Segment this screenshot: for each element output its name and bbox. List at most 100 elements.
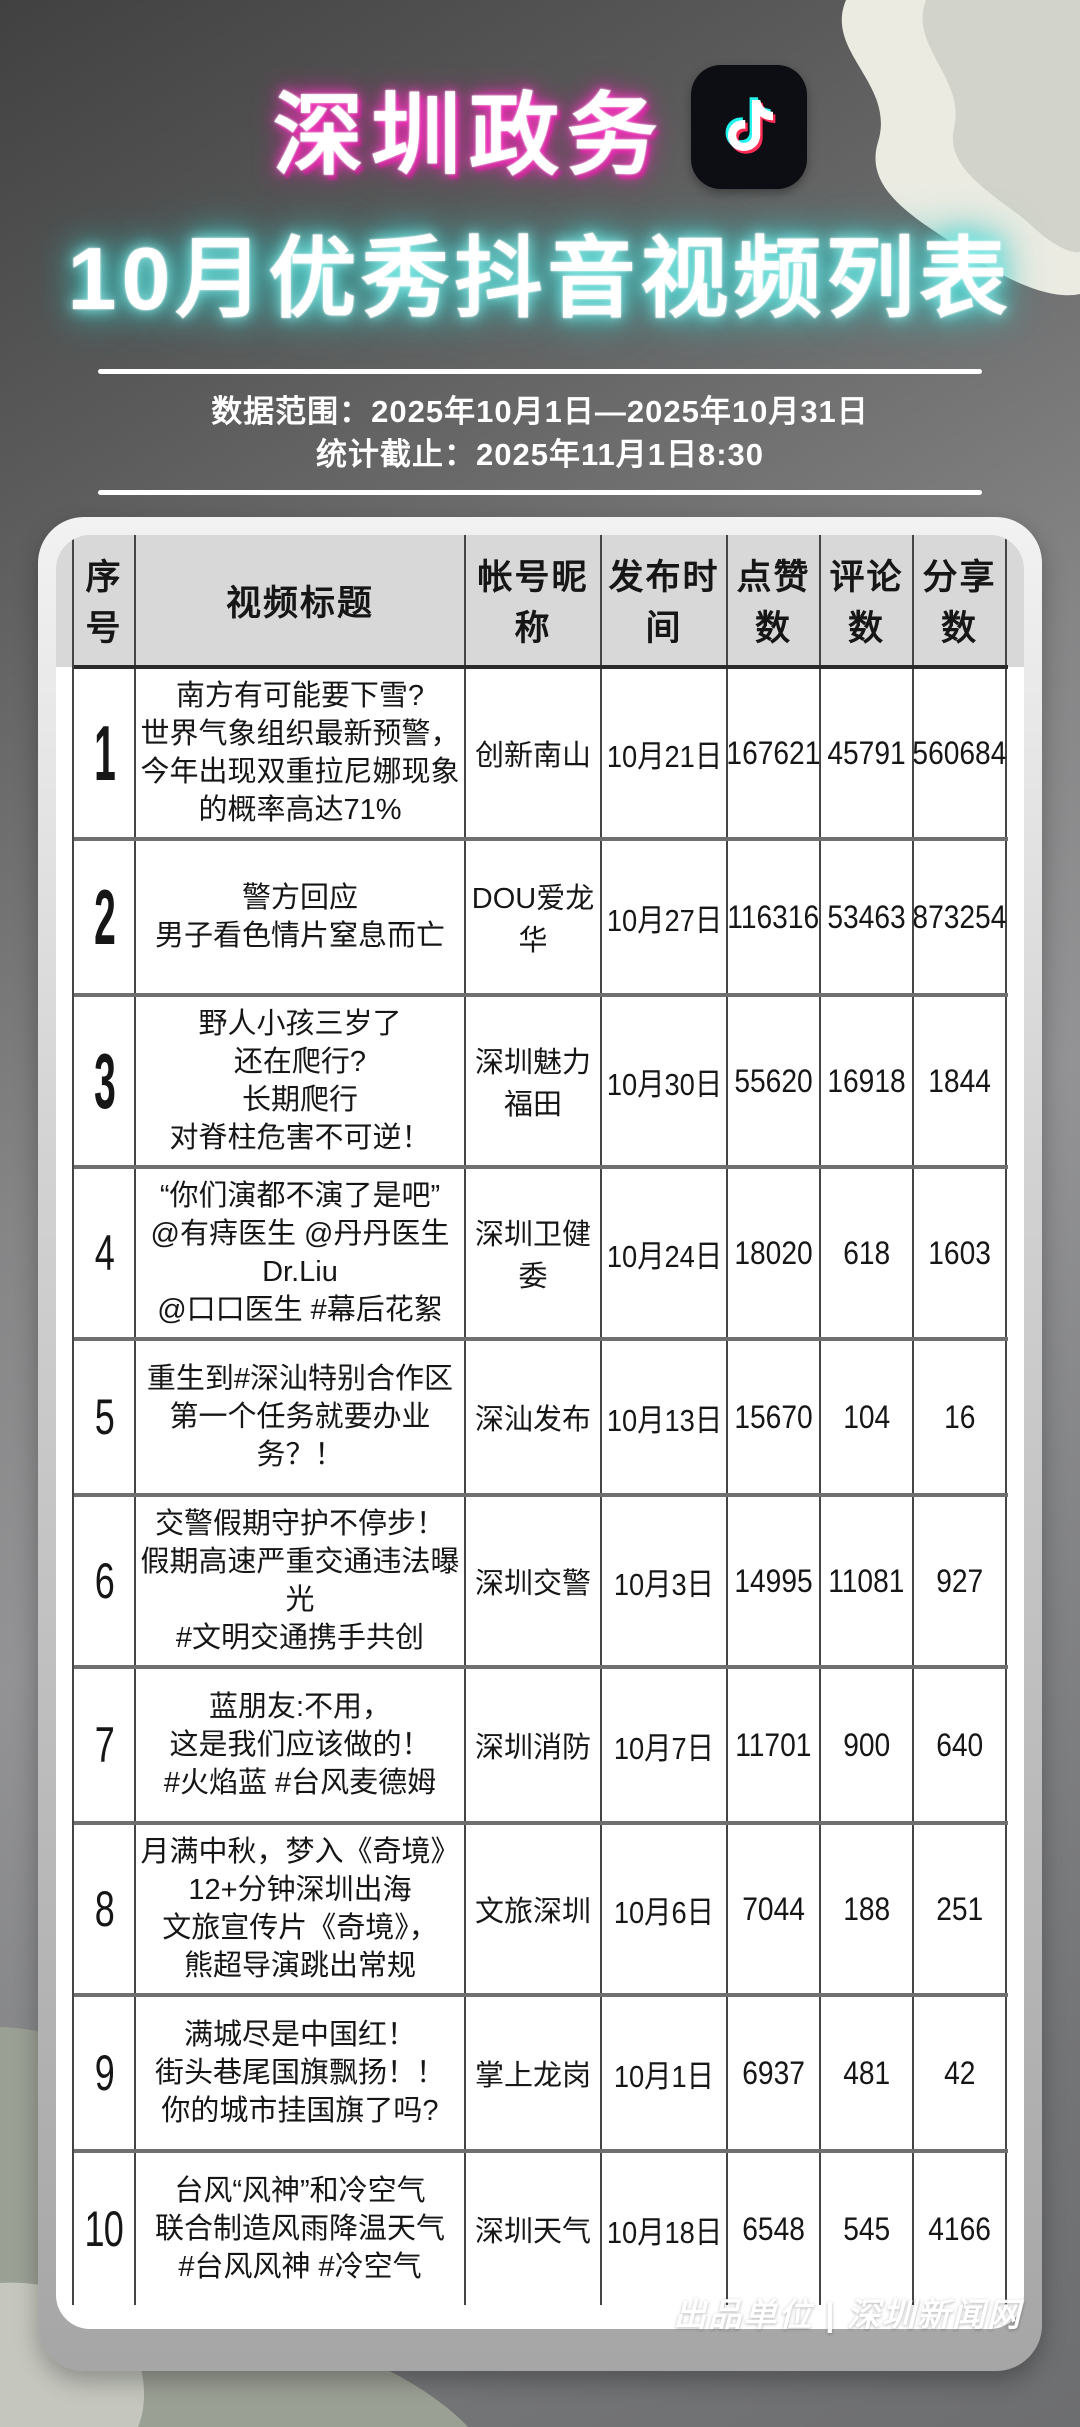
likes-count: 18020 [728,1169,821,1337]
likes-count: 11701 [728,1669,821,1821]
shares-count: 640 [914,1669,1007,1821]
video-title: 台风“风神”和冷空气 联合制造风雨降温天气 #台风风神 #冷空气 [136,2153,466,2305]
shares-count: 4166 [914,2153,1007,2305]
shares-count: 42 [914,1997,1007,2149]
publish-date: 10月3日 [602,1497,728,1665]
shares-count: 1844 [914,997,1007,1165]
publish-date: 10月30日 [602,997,728,1165]
likes-count: 6937 [728,1997,821,2149]
comments-count: 45791 [821,669,914,837]
table-row-4: 4 “你们演都不演了是吧” @有痔医生 @丹丹医生Dr.Liu @口口医生 #幕后花絮… [74,1165,1008,1337]
likes-count: 6548 [728,2153,821,2305]
row-number: 5 [74,1341,136,1493]
comments-count: 11081 [821,1497,914,1665]
table-row-10: 10 台风“风神”和冷空气 联合制造风雨降温天气 #台风风神 #冷空气 深圳天气 10月1… [74,2149,1008,2305]
account-name: 深圳天气 [466,2153,602,2305]
stats-cutoff-text: 统计截止：2025年11月1日8:30 [315,437,765,472]
publish-date: 10月6日 [602,1825,728,1993]
shares-count: 927 [914,1497,1007,1665]
column-header-3: 帐号昵称 [466,535,602,665]
video-title: “你们演都不演了是吧” @有痔医生 @丹丹医生Dr.Liu @口口医生 #幕后花絮 [136,1169,466,1337]
account-name: 深圳交警 [466,1497,602,1665]
account-name: 深圳卫健委 [466,1169,602,1337]
shares-count: 560684 [913,669,1007,837]
comments-count: 618 [821,1169,914,1337]
table-header-row: 序号 视频标题 帐号昵称 发布时间 点赞数 评论数 分享数 [74,535,1008,669]
column-header-7: 分享数 [914,535,1007,665]
video-title: 警方回应 男子看色情片窒息而亡 [136,841,466,993]
column-header-2: 视频标题 [136,535,466,665]
date-range-text: 数据范围：2025年10月1日—2025年10月31日 [211,394,869,429]
row-number: 2 [74,841,136,993]
likes-count: 7044 [728,1825,821,1993]
comments-count: 104 [821,1341,914,1493]
column-header-6: 评论数 [821,535,914,665]
video-title: 蓝朋友:不用， 这是我们应该做的！ #火焰蓝 #台风麦德姆 [136,1669,466,1821]
likes-count: 15670 [728,1341,821,1493]
row-number: 4 [74,1169,136,1337]
shares-count: 16 [914,1341,1007,1493]
douyin-app-badge [691,65,807,189]
table-row-2: 2 警方回应 男子看色情片窒息而亡 DOU爱龙华 10月27日 116316 53463 87… [74,837,1008,993]
table-row-3: 3 野人小孩三岁了 还在爬行? 长期爬行 对脊柱危害不可逆！ 深圳魅力福田 10月30日 55… [74,993,1008,1165]
divider-bottom [98,490,982,495]
row-number: 3 [74,997,136,1165]
table-row-8: 8 月满中秋，梦入《奇境》 12+分钟深圳出海 文旅宣传片《奇境》， 熊超导演跳出常规文… [74,1821,1008,1993]
row-number: 8 [74,1825,136,1993]
account-name: DOU爱龙华 [466,841,602,993]
video-title: 重生到#深汕特别合作区 第一个任务就要办业务？！ [136,1341,466,1493]
column-header-4: 发布时间 [602,535,728,665]
comments-count: 16918 [821,997,914,1165]
column-header-1: 序号 [74,535,136,665]
comments-count: 53463 [821,841,914,993]
poster-title-line1: 深圳政务 [273,86,665,186]
video-title: 满城尽是中国红！ 街头巷尾国旗飘扬！！ 你的城市挂国旗了吗? [136,1997,466,2149]
likes-count: 55620 [728,997,821,1165]
publish-date: 10月1日 [602,1997,728,2149]
row-number: 9 [74,1997,136,2149]
account-name: 创新南山 [466,669,602,837]
table-row-5: 5 重生到#深汕特别合作区 第一个任务就要办业务？！ 深汕发布 10月13日 15670 1… [74,1337,1008,1493]
row-number: 1 [74,669,136,837]
table-row-7: 7 蓝朋友:不用， 这是我们应该做的！ #火焰蓝 #台风麦德姆 深圳消防 10月7日 117… [74,1665,1008,1821]
publish-date: 10月7日 [602,1669,728,1821]
account-name: 深圳魅力福田 [466,997,602,1165]
video-ranking-table: 序号 视频标题 帐号昵称 发布时间 点赞数 评论数 分享数 1 南方有可能要下雪? 世界气象组织… [72,535,1008,2305]
table-card: 序号 视频标题 帐号昵称 发布时间 点赞数 评论数 分享数 1 南方有可能要下雪? 世界气象组织… [38,517,1042,2371]
shares-count: 251 [914,1825,1007,1993]
douyin-note-icon [725,97,776,154]
comments-count: 481 [821,1997,914,2149]
divider-top [98,369,982,374]
table-row-9: 9 满城尽是中国红！ 街头巷尾国旗飘扬！！ 你的城市挂国旗了吗? 掌上龙岗 10月1日 69… [74,1993,1008,2149]
comments-count: 545 [821,2153,914,2305]
comments-count: 188 [821,1825,914,1993]
shares-count: 1603 [914,1169,1007,1337]
comments-count: 900 [821,1669,914,1821]
shares-count: 873254 [913,841,1007,993]
publish-date: 10月18日 [602,2153,728,2305]
likes-count: 116316 [728,841,821,993]
row-number: 6 [74,1497,136,1665]
table-row-1: 1 南方有可能要下雪? 世界气象组织最新预警， 今年出现双重拉尼娜现象 的概率高达71%… [74,669,1008,837]
account-name: 深汕发布 [466,1341,602,1493]
publish-date: 10月27日 [602,841,728,993]
table-header-band [56,535,1024,667]
likes-count: 14995 [728,1497,821,1665]
publish-date: 10月21日 [602,669,728,837]
poster-header: 深圳政务 10月优秀抖音视频列表 数据范围：2025年10月1日—2025年10… [0,0,1080,495]
video-title: 南方有可能要下雪? 世界气象组织最新预警， 今年出现双重拉尼娜现象 的概率高达71% [136,669,466,837]
table-row-6: 6 交警假期守护不停步！ 假期高速严重交通违法曝光 #文明交通携手共创 深圳交警 10月3… [74,1493,1008,1665]
video-title: 野人小孩三岁了 还在爬行? 长期爬行 对脊柱危害不可逆！ [136,997,466,1165]
publish-date: 10月13日 [602,1341,728,1493]
video-title: 月满中秋，梦入《奇境》 12+分钟深圳出海 文旅宣传片《奇境》， 熊超导演跳出常规 [136,1825,466,1993]
account-name: 深圳消防 [466,1669,602,1821]
account-name: 文旅深圳 [466,1825,602,1993]
row-number: 10 [74,2153,136,2305]
publish-date: 10月24日 [602,1169,728,1337]
footer-credit: 出品单位 | 深圳新闻网 [673,2296,1022,2333]
date-info: 数据范围：2025年10月1日—2025年10月31日 统计截止：2025年11… [0,390,1080,476]
table-body: 1 南方有可能要下雪? 世界气象组织最新预警， 今年出现双重拉尼娜现象 的概率高达71%… [74,669,1008,2305]
video-title: 交警假期守护不停步！ 假期高速严重交通违法曝光 #文明交通携手共创 [136,1497,466,1665]
title-row: 深圳政务 [0,62,1080,192]
